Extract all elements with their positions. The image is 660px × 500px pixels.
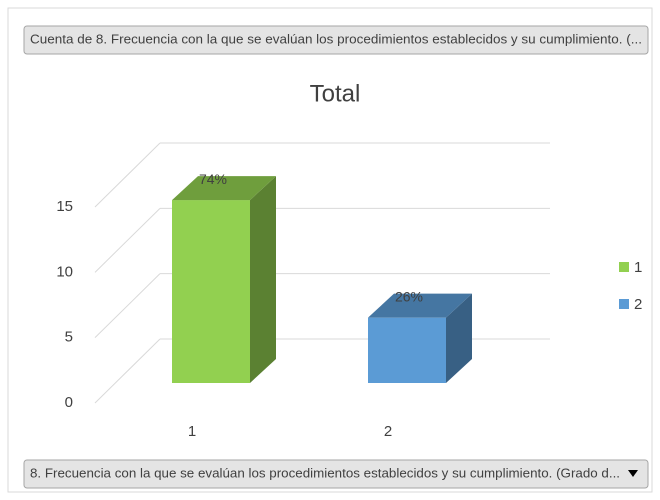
field-button-text: Cuenta de 8. Frecuencia con la que se ev… [30,31,642,46]
data-label: 74% [199,171,227,187]
dropdown-arrow[interactable] [628,470,638,477]
field-button[interactable] [23,25,649,55]
bar-side [446,293,472,383]
chart-title: Total [310,80,361,107]
y-tick-label: 5 [65,329,73,346]
grid-line [94,142,161,208]
legend-swatch [619,299,629,309]
bar [368,317,446,383]
chart-frame [7,7,653,493]
x-tick-label: 1 [188,423,196,440]
bar-top [368,293,472,318]
bar [172,200,250,383]
axis-field-button[interactable] [23,459,649,489]
legend-label: 1 [634,259,642,276]
grid-line [94,273,161,339]
axis-field-button-text: 8. Frecuencia con la que se evalúan los … [30,465,620,480]
grid-line [94,207,161,273]
legend-label: 2 [634,296,642,313]
bar-side [250,176,276,383]
bar-top [172,176,276,201]
legend-swatch [619,262,629,272]
y-tick-label: 10 [56,263,73,280]
x-tick-label: 2 [384,423,392,440]
y-tick-label: 15 [56,198,73,215]
grid-line [94,338,161,404]
y-tick-label: 0 [65,394,73,411]
data-label: 26% [395,288,423,304]
